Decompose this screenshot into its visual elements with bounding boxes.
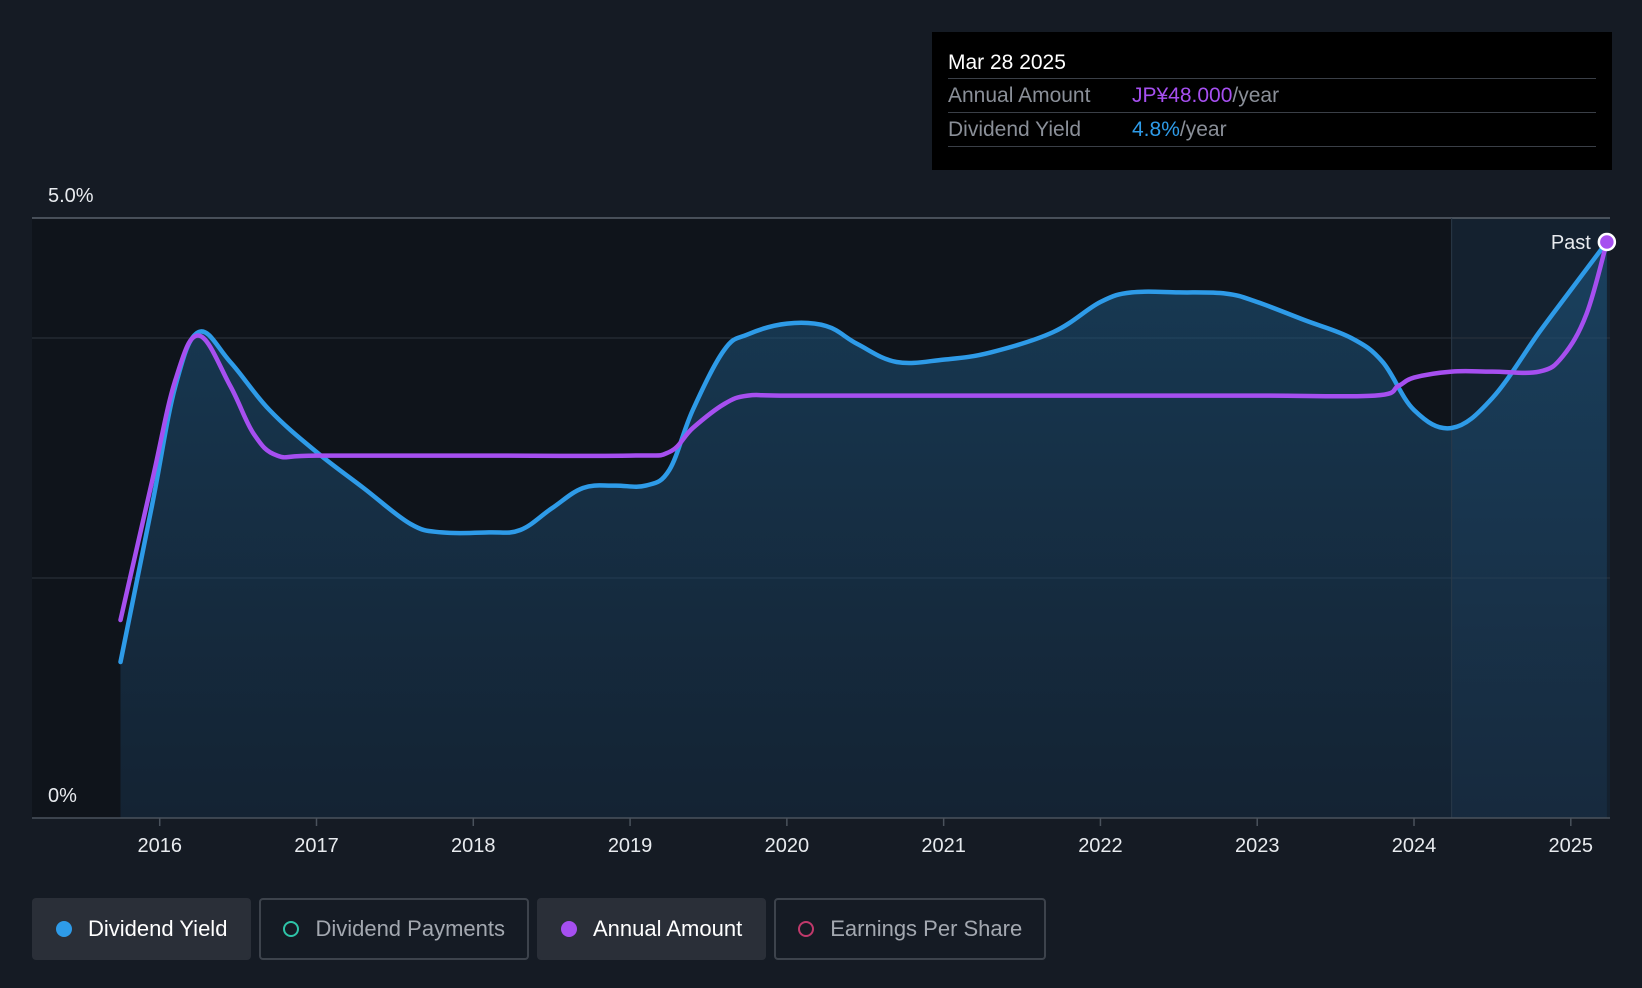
x-tick-label: 2022: [1078, 835, 1123, 857]
x-tick-label: 2023: [1235, 835, 1280, 857]
legend: Dividend Yield Dividend Payments Annual …: [32, 898, 1047, 960]
annual-amount-line: [118, 239, 1610, 623]
dividend-yield-area: [120, 242, 1607, 818]
x-tick-label: 2018: [451, 835, 496, 857]
legend-label: Annual Amount: [592, 916, 743, 941]
annual-amount-dot-icon: [560, 921, 577, 937]
tooltip-date: Mar 28 2025: [948, 48, 1596, 79]
past-label: Past: [1551, 232, 1591, 254]
y-axis-labels: 5.0% 0%: [48, 185, 94, 807]
legend-annual-amount[interactable]: Annual Amount: [536, 898, 767, 960]
legend-label: Earnings Per Share: [830, 916, 1023, 941]
tooltip-unit: /year: [1179, 118, 1227, 141]
legend-earnings-per-share[interactable]: Earnings Per Share: [774, 898, 1047, 960]
dividend-yield-dot-icon: [56, 921, 72, 937]
y-tick-label: 5.0%: [48, 185, 94, 207]
tooltip-label: Dividend Yield: [948, 118, 1082, 141]
x-tick-label: 2019: [608, 835, 653, 857]
end-point-marker[interactable]: [1597, 232, 1617, 252]
x-tick-label: 2020: [765, 835, 810, 857]
tooltip-label: Annual Amount: [948, 84, 1091, 107]
legend-dividend-payments[interactable]: Dividend Payments: [259, 898, 529, 960]
tooltip: Mar 28 2025 Annual Amount JP¥48.000 /yea…: [932, 32, 1612, 170]
x-tick-label: 2024: [1392, 835, 1437, 857]
x-tick-label: 2021: [921, 835, 966, 857]
legend-label: Dividend Yield: [88, 916, 228, 941]
tooltip-unit: /year: [1232, 84, 1280, 107]
x-axis-ticks: 2016 2017 2018 2019 2020 2021 2022 2023 2024 2025: [137, 818, 1593, 857]
tooltip-row-annual-amount: Annual Amount JP¥48.000 /year: [948, 79, 1596, 113]
tooltip-value: 4.8%: [1132, 118, 1180, 141]
legend-dividend-yield[interactable]: Dividend Yield: [32, 898, 252, 960]
earnings-per-share-dot-icon: [798, 921, 815, 937]
x-tick-label: 2025: [1549, 835, 1594, 857]
dividend-payments-dot-icon: [283, 921, 300, 937]
x-tick-label: 2016: [137, 835, 182, 857]
legend-label: Dividend Payments: [315, 916, 505, 941]
tooltip-row-dividend-yield: Dividend Yield 4.8% /year: [948, 113, 1596, 147]
x-tick-label: 2017: [294, 835, 339, 857]
dividend-yield-line: [118, 239, 1610, 665]
tooltip-value: JP¥48.000: [1132, 84, 1233, 107]
y-tick-label: 0%: [48, 785, 77, 807]
